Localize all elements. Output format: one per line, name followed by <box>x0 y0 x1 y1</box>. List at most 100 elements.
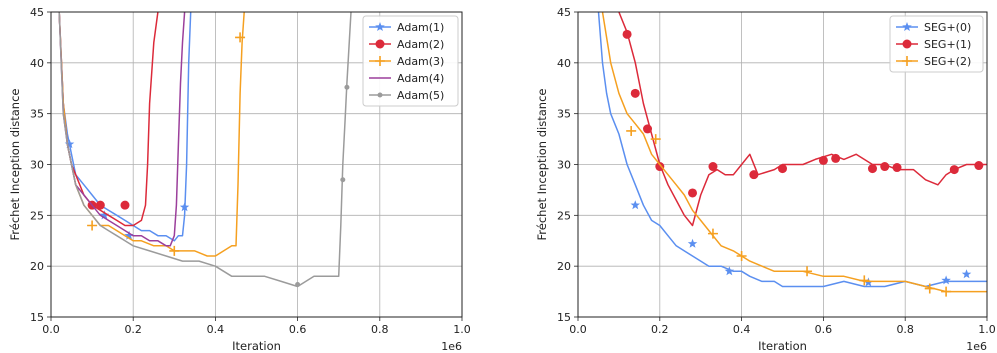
series-marker <box>630 200 640 210</box>
series-marker <box>124 230 134 240</box>
series-marker <box>344 84 350 90</box>
plot-frame <box>50 11 463 318</box>
y-tick-label: 35 <box>30 108 44 121</box>
x-scale-multiplier: 1e6 <box>441 340 462 353</box>
series-marker <box>974 161 984 171</box>
series-marker <box>859 275 870 286</box>
series-marker <box>688 188 698 198</box>
series-marker <box>95 200 105 210</box>
x-tick-label: 0.4 <box>733 323 751 336</box>
legend-box <box>889 15 984 73</box>
y-tick-label: 20 <box>557 260 571 273</box>
x-axis-label: Iteration <box>232 339 281 353</box>
series-marker <box>924 283 935 294</box>
series-marker <box>941 286 952 297</box>
legend-marker <box>375 39 385 49</box>
series-marker <box>831 153 841 163</box>
legend-marker <box>902 56 912 66</box>
series-marker <box>643 124 653 134</box>
x-tick-label: 0.0 <box>42 323 60 336</box>
series-marker <box>626 125 637 136</box>
series-marker <box>736 251 747 261</box>
y-tick-label: 40 <box>557 57 571 70</box>
legend-label: Adam(2) <box>397 38 444 51</box>
series-marker <box>707 228 718 239</box>
series-marker <box>650 134 661 145</box>
series-group <box>597 12 987 297</box>
series-line <box>58 12 352 288</box>
series-marker <box>179 202 190 212</box>
y-tick-label: 25 <box>30 209 44 222</box>
legend-label: SEG+(2) <box>924 55 971 68</box>
series-marker <box>778 164 787 174</box>
series-marker <box>622 29 632 39</box>
legend: SEG+(0) SEG+(1) SEG+(2) <box>889 15 984 73</box>
series-marker <box>630 88 640 98</box>
y-tick-label: 40 <box>30 57 44 70</box>
legend-label: SEG+(0) <box>924 21 971 34</box>
x-tick-label: 1.0 <box>453 323 471 336</box>
series-marker <box>880 162 890 172</box>
series-marker <box>64 139 75 149</box>
y-axis-label: Fréchet Inception distance <box>8 89 22 241</box>
y-tick-label: 20 <box>30 260 44 273</box>
series-marker <box>961 269 972 279</box>
series-marker <box>340 177 346 183</box>
series-marker <box>708 162 718 172</box>
x-tick-label: 0.8 <box>371 323 389 336</box>
series-marker <box>120 200 130 210</box>
left-chart-panel: 0.0 0.2 0.4 0.6 0.8 1.0 15 20 25 30 35 40 45 Iteratio… <box>8 6 471 353</box>
series-line <box>58 12 159 227</box>
series-line <box>58 12 186 247</box>
series-marker <box>87 220 98 231</box>
plot-frame <box>577 11 988 318</box>
series-marker <box>749 170 759 180</box>
x-tick-label: 0.6 <box>289 323 307 336</box>
legend-box <box>362 15 459 107</box>
series-line <box>601 12 987 293</box>
y-tick-label: 15 <box>30 311 44 324</box>
y-tick-label: 35 <box>557 108 571 121</box>
legend-marker <box>902 39 912 49</box>
x-tick-label: 0.6 <box>815 323 833 336</box>
right-chart-panel: 0.0 0.2 0.4 0.6 0.8 1.0 15 20 25 30 35 40 45 Iteratio… <box>535 6 996 353</box>
series-marker <box>687 238 698 248</box>
series-marker <box>295 281 301 287</box>
legend-marker <box>902 22 912 31</box>
x-tick-label: 0.8 <box>896 323 914 336</box>
y-tick-label: 15 <box>557 311 571 324</box>
x-tick-label: 0.4 <box>207 323 225 336</box>
series-marker <box>235 32 246 43</box>
legend-label: SEG+(1) <box>924 38 971 51</box>
series-marker <box>655 162 665 172</box>
x-tick-label: 0.0 <box>569 323 587 336</box>
y-tick-label: 45 <box>30 6 44 19</box>
legend-label: Adam(5) <box>397 89 444 102</box>
series-marker <box>892 163 902 173</box>
series-marker <box>949 165 959 175</box>
series-marker <box>724 266 735 276</box>
y-tick-label: 30 <box>30 159 44 172</box>
legend-marker <box>377 92 383 98</box>
series-line <box>58 12 245 257</box>
x-tick-label: 0.2 <box>651 323 669 336</box>
legend-label: Adam(3) <box>397 55 444 68</box>
series-marker <box>802 266 813 277</box>
legend-marker <box>375 56 385 66</box>
x-scale-multiplier: 1e6 <box>966 340 987 353</box>
series-marker <box>99 210 110 220</box>
x-tick-label: 0.2 <box>124 323 142 336</box>
series-line <box>597 12 987 288</box>
series-marker <box>941 275 951 285</box>
y-axis-label: Fréchet Inception distance <box>535 89 549 241</box>
legend-marker <box>375 22 385 31</box>
y-tick-label: 30 <box>557 159 571 172</box>
x-tick-label: 1.0 <box>978 323 996 336</box>
series-marker <box>818 155 828 165</box>
y-tick-label: 45 <box>557 6 571 19</box>
series-marker <box>867 164 877 174</box>
legend: Adam(1) Adam(2) Adam(3) Adam(4) Adam(5) <box>362 15 459 107</box>
series-group <box>58 12 352 288</box>
y-tick-label: 25 <box>557 209 571 222</box>
